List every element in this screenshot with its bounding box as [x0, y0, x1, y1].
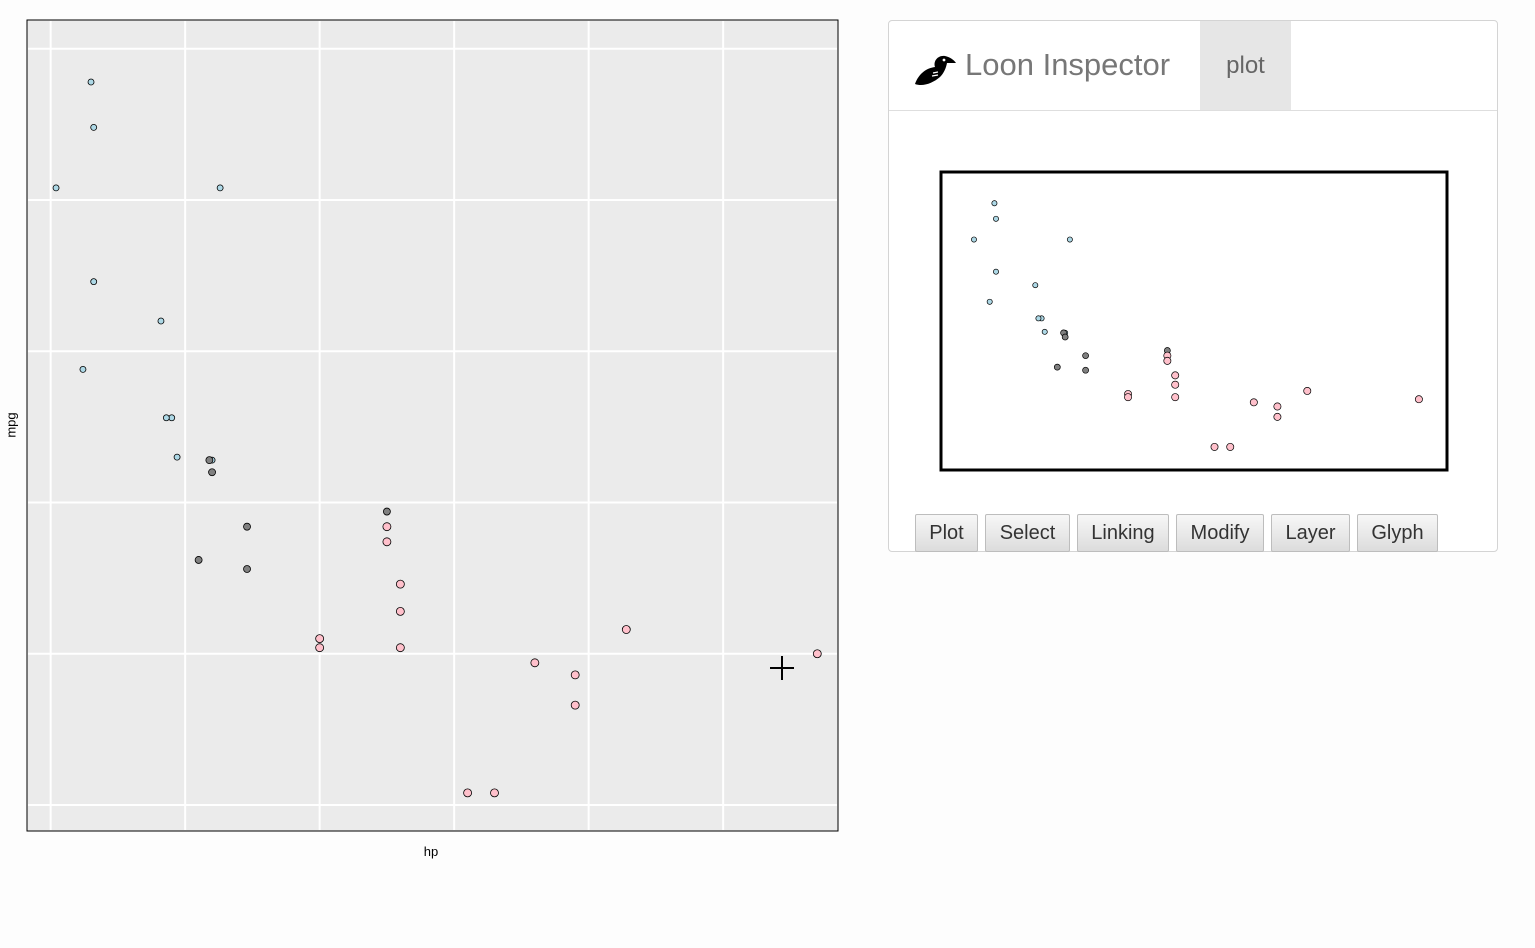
data-point[interactable] [162, 414, 170, 422]
mini-data-point [993, 268, 999, 275]
data-point[interactable] [194, 556, 203, 564]
data-point[interactable] [395, 606, 405, 616]
data-point[interactable] [87, 78, 95, 86]
mini-data-point [986, 298, 993, 305]
data-point[interactable] [208, 468, 216, 477]
data-point[interactable] [570, 700, 580, 710]
mini-data-point [1032, 282, 1039, 289]
linking-button[interactable]: Linking [1077, 514, 1169, 552]
mini-data-point [1124, 393, 1132, 402]
glyph-button[interactable]: Glyph [1357, 514, 1438, 552]
crosshair-cursor-icon [770, 656, 794, 680]
inspector-header: Loon Inspector plot [889, 21, 1497, 111]
data-point[interactable] [205, 456, 214, 465]
data-point[interactable] [90, 123, 98, 131]
mini-data-point [1066, 236, 1073, 243]
mini-data-point [1041, 328, 1048, 335]
mini-data-point [1273, 412, 1282, 421]
mini-data-point [993, 215, 999, 222]
data-point[interactable] [395, 579, 405, 589]
tab-plot[interactable]: plot [1200, 21, 1291, 110]
data-point[interactable] [90, 278, 98, 286]
data-point[interactable] [395, 643, 405, 653]
data-point[interactable] [79, 365, 87, 373]
modify-button[interactable]: Modify [1176, 514, 1264, 552]
loon-bird-icon [915, 55, 956, 86]
data-point[interactable] [382, 522, 392, 532]
scatterplot[interactable] [0, 0, 845, 840]
mini-data-point [1163, 356, 1172, 365]
data-point[interactable] [157, 317, 165, 325]
mini-data-point [1061, 333, 1069, 341]
mini-data-point [1273, 402, 1282, 411]
data-point[interactable] [530, 658, 540, 668]
mini-data-point [1171, 371, 1180, 380]
data-point[interactable] [173, 453, 181, 461]
data-point[interactable] [383, 507, 391, 516]
mini-data-point [1249, 398, 1258, 407]
inspector-title: Loon Inspector [965, 47, 1171, 82]
mini-data-point [1035, 315, 1042, 322]
data-point[interactable] [382, 537, 392, 547]
plot-area [26, 19, 839, 832]
data-point[interactable] [315, 634, 325, 644]
world-view-miniplot[interactable] [939, 170, 1449, 472]
mini-data-point [1210, 442, 1219, 451]
data-point[interactable] [570, 670, 580, 680]
data-point[interactable] [216, 184, 224, 192]
mini-data-point [1171, 380, 1180, 389]
mini-data-point [1053, 363, 1061, 371]
mini-data-point [1082, 366, 1089, 374]
mini-data-point [1414, 395, 1423, 404]
data-point[interactable] [490, 788, 499, 798]
data-point[interactable] [52, 184, 60, 192]
data-point[interactable] [463, 788, 473, 798]
layer-button[interactable]: Layer [1271, 514, 1350, 552]
mini-data-point [991, 200, 998, 207]
data-point[interactable] [315, 643, 325, 653]
world-view-frame [939, 170, 1449, 472]
data-point[interactable] [243, 565, 251, 573]
plot-button[interactable]: Plot [915, 514, 978, 552]
y-axis-label: mpg [3, 412, 19, 438]
data-point[interactable] [243, 522, 251, 531]
mini-data-point [1303, 386, 1312, 395]
loon-inspector-panel: Loon Inspector plot Plot Select Linking … [888, 20, 1498, 552]
mini-data-point [1226, 442, 1235, 451]
data-point[interactable] [812, 649, 822, 659]
select-button[interactable]: Select [985, 514, 1070, 552]
mini-data-point [971, 236, 977, 243]
mini-data-point [1082, 352, 1089, 360]
data-point[interactable] [621, 625, 631, 634]
mini-data-point [1171, 393, 1180, 402]
x-axis-label: hp [423, 844, 439, 859]
